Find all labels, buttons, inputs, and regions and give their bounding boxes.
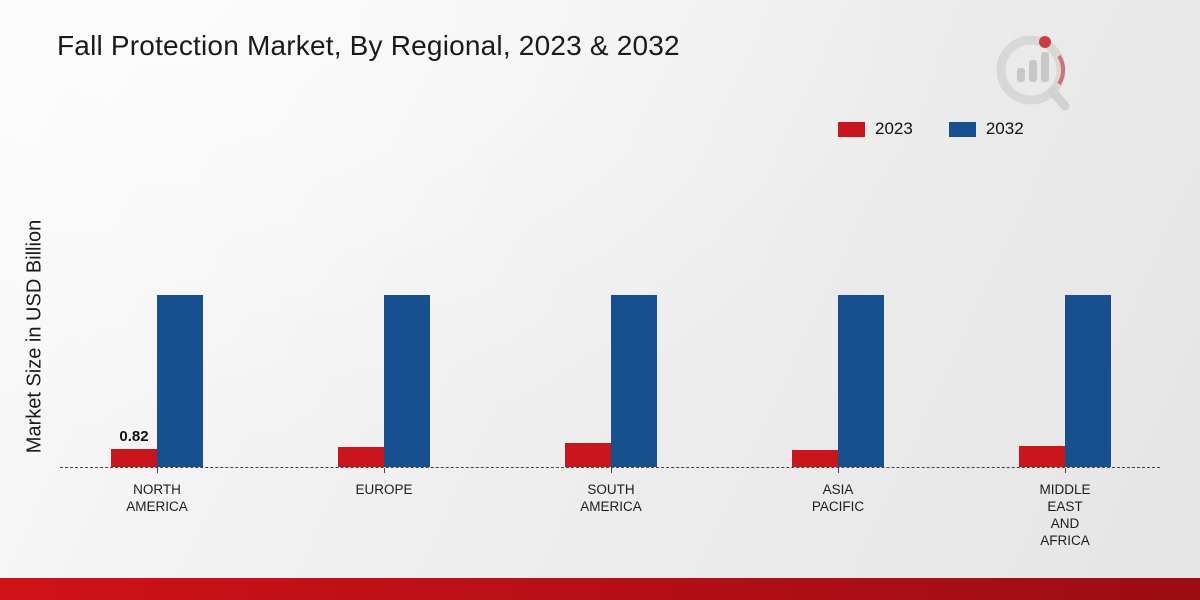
baseline-dashed (60, 467, 1160, 468)
axis-tick (838, 468, 839, 473)
chart-title: Fall Protection Market, By Regional, 202… (57, 30, 680, 61)
legend-swatch-2032-icon (948, 121, 976, 137)
axis-tick (1065, 468, 1066, 473)
footer-band (0, 578, 1200, 600)
bar-2032 (1065, 295, 1111, 467)
axis-tick (157, 468, 158, 473)
legend-label-2032: 2032 (985, 119, 1024, 138)
legend: 2023 2032 (838, 119, 1046, 139)
bar-value-label: 0.82 (119, 428, 149, 445)
category-label: MIDDLE EAST AND AFRICA (1039, 482, 1091, 548)
bar-2023 (1019, 446, 1065, 467)
legend-label-2023: 2023 (875, 119, 913, 138)
category-label: ASIA PACIFIC (811, 482, 865, 514)
bar-2032 (611, 295, 657, 467)
category-label: SOUTH AMERICA (580, 482, 642, 514)
bar-2023 (792, 450, 838, 467)
bar-2023 (338, 447, 384, 467)
bar-2032 (838, 295, 884, 467)
legend-item-2023: 2023 (838, 119, 913, 139)
axis-tick (611, 468, 612, 473)
brand-logo-icon (996, 35, 1070, 111)
legend-item-2032: 2032 (948, 119, 1024, 139)
bar-2032 (157, 295, 203, 467)
axis-tick (384, 468, 385, 473)
category-label: EUROPE (355, 482, 413, 497)
legend-swatch-2023-icon (838, 121, 865, 137)
bar-2032 (384, 295, 430, 467)
category-label: NORTH AMERICA (126, 482, 188, 514)
bar-2023 (111, 449, 157, 467)
bar-2023 (565, 443, 611, 467)
